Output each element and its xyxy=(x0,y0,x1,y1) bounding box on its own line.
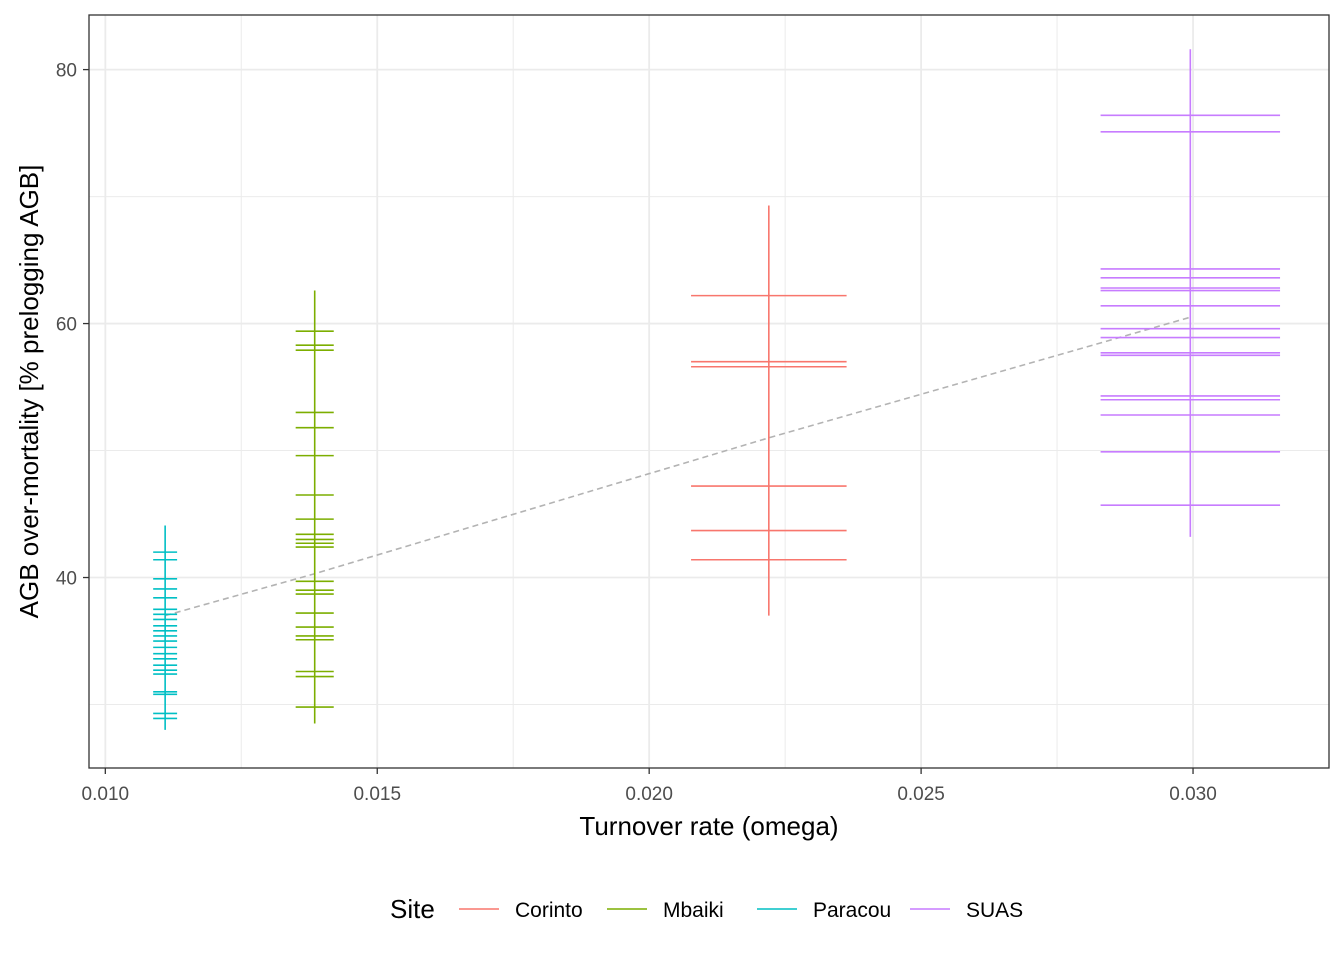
series-mbaiki xyxy=(295,290,334,724)
series-group xyxy=(153,49,1281,730)
legend-label-mbaiki: Mbaiki xyxy=(663,899,724,922)
y-tick-label: 40 xyxy=(56,569,77,590)
trend-line-group xyxy=(164,316,1191,617)
grid xyxy=(89,15,1329,768)
x-axis-title: Turnover rate (omega) xyxy=(579,811,838,841)
y-axis-title: AGB over-mortality [% prelogging AGB] xyxy=(14,165,44,619)
plot-panel-border xyxy=(88,14,1330,769)
x-tick-label: 0.025 xyxy=(897,784,945,805)
legend: Site Corinto Mbaiki Paracou SUAS xyxy=(390,894,1023,924)
y-tick-label: 60 xyxy=(56,315,77,336)
x-tick-label: 0.020 xyxy=(625,784,673,805)
legend-title: Site xyxy=(390,894,435,924)
series-paracou xyxy=(153,525,178,730)
trend-line xyxy=(164,316,1191,617)
x-tick-label: 0.030 xyxy=(1169,784,1217,805)
series-corinto xyxy=(691,205,847,616)
x-tick-label: 0.010 xyxy=(82,784,130,805)
y-tick-label: 80 xyxy=(56,61,77,82)
legend-label-corinto: Corinto xyxy=(515,899,583,922)
legend-label-paracou: Paracou xyxy=(813,899,891,922)
series-suas xyxy=(1100,49,1281,537)
axes: 0.010 0.015 0.020 0.025 0.030 40 60 80 xyxy=(56,61,1217,805)
x-tick-label: 0.015 xyxy=(353,784,401,805)
legend-label-suas: SUAS xyxy=(966,899,1023,922)
